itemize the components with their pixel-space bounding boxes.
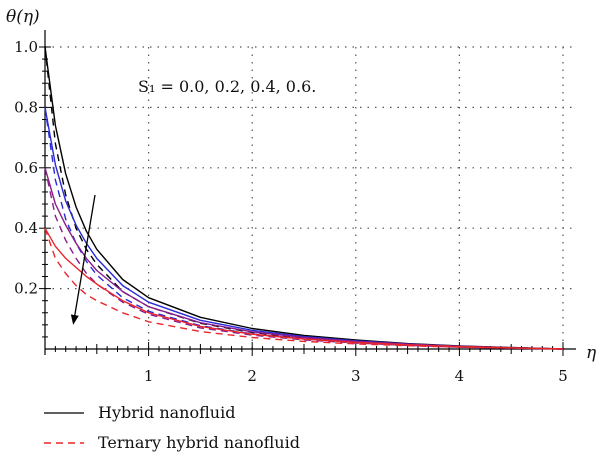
series-line-4 [44, 167, 564, 350]
y-tick-label: 1.0 [14, 38, 38, 56]
y-tick-label: 0.8 [14, 98, 38, 116]
x-tick-label: 2 [247, 367, 257, 385]
grid [45, 46, 575, 349]
x-tick-label: 5 [558, 367, 568, 385]
series-line-5 [44, 167, 564, 350]
y-axis-title: θ(η) [6, 7, 40, 27]
y-tick-label: 0.6 [14, 159, 38, 177]
x-axis-title: η [586, 343, 597, 363]
trend-arrow [70, 194, 96, 325]
x-tick-label: 3 [351, 367, 361, 385]
x-tick-label: 1 [144, 367, 154, 385]
y-tick-label: 0.2 [14, 280, 38, 298]
series-line-6 [44, 227, 564, 350]
legend-label-ternary: Ternary hybrid nanofluid [98, 433, 300, 452]
series-group [44, 46, 564, 350]
legend: Hybrid nanofluid Ternary hybrid nanoflui… [44, 403, 300, 452]
legend-label-hybrid: Hybrid nanofluid [98, 403, 235, 422]
y-tick-label: 0.4 [14, 219, 38, 237]
series-line-7 [44, 227, 564, 350]
parameter-annotation: S₁ = 0.0, 0.2, 0.4, 0.6. [138, 77, 316, 96]
x-tick-label: 4 [455, 367, 465, 385]
tick-labels: 1 2 3 4 5 0.2 0.4 0.6 0.8 1.0 [14, 38, 568, 385]
